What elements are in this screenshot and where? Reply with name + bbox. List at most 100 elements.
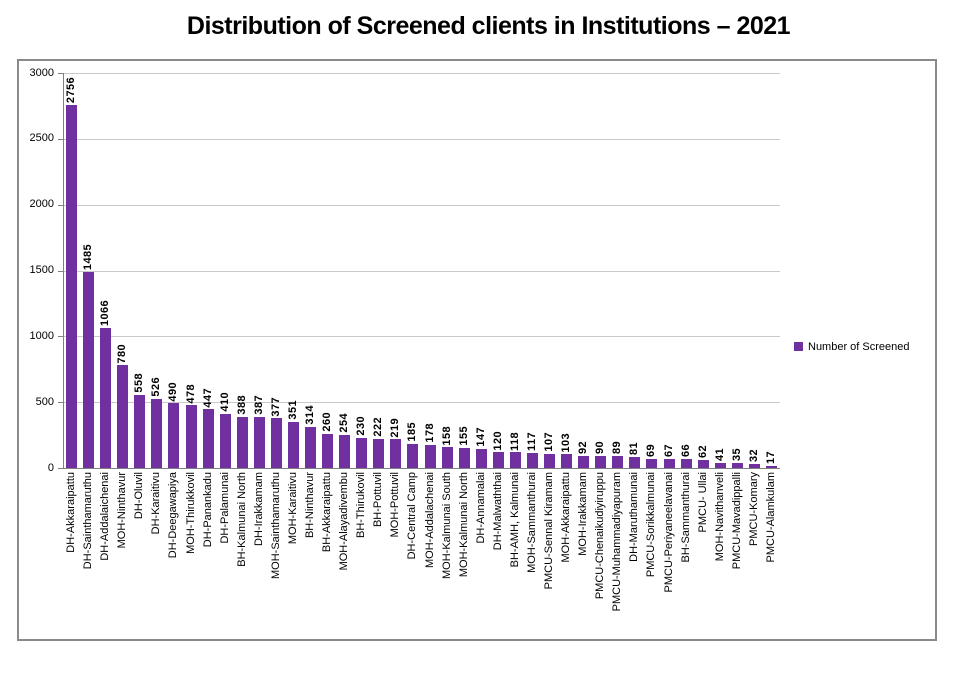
bar-value-label: 158 — [440, 425, 453, 446]
bar — [578, 455, 590, 468]
bar — [287, 421, 299, 468]
bar-value-label: 32 — [747, 448, 760, 462]
bar — [424, 444, 436, 468]
bar-value-label: 2756 — [65, 77, 78, 104]
x-axis-label: MOH-Navithanveli — [713, 472, 726, 562]
bar-value-label: 447 — [201, 387, 214, 408]
x-axis-label: PMCU-Chenaikudiyiruppu — [594, 472, 607, 600]
bar — [100, 327, 112, 468]
bar-value-label: 17 — [764, 450, 777, 464]
bar-value-label: 222 — [372, 417, 385, 437]
gridline — [63, 402, 780, 404]
bar-value-label: 35 — [730, 448, 743, 462]
bar — [629, 457, 641, 468]
bar-value-label: 118 — [508, 431, 521, 451]
bar — [270, 418, 282, 468]
bar-value-label: 107 — [543, 432, 556, 452]
bar — [66, 105, 78, 468]
bar-value-label: 89 — [611, 441, 624, 455]
chart-frame — [17, 59, 937, 641]
bar — [441, 447, 453, 468]
x-axis-label: PMCU-Sorikkalmunai — [645, 472, 658, 578]
x-axis-line — [63, 468, 780, 469]
bar-value-label: 69 — [645, 443, 658, 457]
bar-value-label: 117 — [525, 431, 538, 451]
x-axis-label: MOH-Thirukkovil — [184, 472, 197, 554]
bar — [748, 463, 760, 468]
bar-value-label: 260 — [321, 412, 334, 432]
bar-value-label: 526 — [150, 377, 163, 397]
x-axis-label: PMCU-Sennal Kiramam — [543, 472, 556, 590]
x-axis-label: PMCU-Komary — [747, 472, 760, 546]
bar-value-label: 1066 — [99, 299, 112, 326]
bar — [202, 409, 214, 468]
bar — [714, 462, 726, 468]
bar — [253, 417, 265, 468]
gridline — [63, 270, 780, 272]
bar — [731, 463, 743, 468]
x-axis-label: MOH-Sammanthurai — [525, 472, 538, 573]
x-axis-label: MOH-Ninthavur — [116, 472, 129, 549]
bar — [339, 434, 351, 468]
y-axis-line — [63, 73, 64, 468]
bar — [646, 458, 658, 468]
bar-value-label: 120 — [491, 430, 504, 451]
bar-value-label: 90 — [594, 441, 607, 455]
bar-value-label: 410 — [218, 392, 231, 413]
bar — [219, 414, 231, 468]
x-axis-label: DH-Annamalai — [474, 472, 487, 544]
bar — [680, 459, 692, 468]
x-axis-label: DH-Irakkamam — [252, 472, 265, 546]
x-axis-label: BH-Kalmunai North — [235, 472, 248, 567]
bar — [305, 426, 317, 468]
y-axis-tick-label: 1500 — [29, 264, 54, 276]
bar-value-label: 388 — [235, 395, 248, 415]
bar — [356, 437, 368, 468]
bar — [168, 403, 180, 468]
bar-value-label: 230 — [355, 416, 368, 436]
gridline — [63, 336, 780, 338]
x-axis-label: DH-Palamunai — [218, 472, 231, 544]
x-axis-label: BH-Akkaraipattu — [321, 472, 334, 553]
bar-value-label: 67 — [662, 444, 675, 458]
x-axis-label: DH-Karaitivu — [150, 472, 163, 535]
bar-value-label: 387 — [252, 395, 265, 416]
x-axis-label: MOH-Pottuvil — [389, 472, 402, 538]
x-axis-label: PMCU-Muhammadiyapuram — [611, 472, 624, 612]
bar-value-label: 155 — [457, 426, 470, 446]
bar-value-label: 490 — [167, 381, 180, 402]
chart-title: Distribution of Screened clients in Inst… — [186, 12, 791, 40]
y-axis-tick — [58, 468, 63, 469]
bar-value-label: 219 — [389, 417, 402, 438]
x-axis-label: MOH-Alayadivembu — [338, 472, 351, 571]
x-axis-label: BH-Thirukovil — [355, 472, 368, 539]
bar-value-label: 478 — [184, 383, 197, 404]
x-axis-label: MOH-Addalachenai — [423, 472, 436, 568]
y-axis-tick-label: 0 — [47, 461, 54, 474]
bar — [151, 398, 163, 468]
y-axis-tick-label: 500 — [35, 395, 54, 408]
bar-value-label: 66 — [679, 444, 692, 458]
bar-value-label: 780 — [116, 343, 129, 364]
y-axis-tick — [58, 402, 63, 404]
bar-value-label: 351 — [286, 400, 299, 420]
x-axis-label: DH-Central Camp — [406, 472, 419, 560]
x-axis-label: BH-Ninthavur — [304, 472, 317, 539]
bar-value-label: 185 — [406, 422, 419, 442]
bar-value-label: 41 — [713, 447, 726, 461]
y-axis-tick — [58, 73, 63, 74]
bar-value-label: 558 — [133, 372, 146, 393]
x-axis-label: PMCU-Mavadippalli — [730, 472, 743, 570]
bar — [612, 456, 624, 468]
bar — [322, 433, 334, 468]
x-axis-label: MOH-Karaitivu — [286, 472, 299, 545]
legend: Number of Screened — [794, 340, 910, 353]
x-axis-label: PMCU-Periyaneelavanai — [662, 472, 675, 593]
x-axis-label: DH-Sainthamaruthu — [82, 472, 95, 570]
gridline — [63, 138, 780, 140]
x-axis-label: DH-Panankadu — [201, 472, 214, 548]
x-axis-label: MOH-Sainthamaruthu — [269, 472, 282, 579]
legend-swatch-icon — [794, 342, 803, 351]
bar-value-label: 254 — [338, 413, 351, 433]
